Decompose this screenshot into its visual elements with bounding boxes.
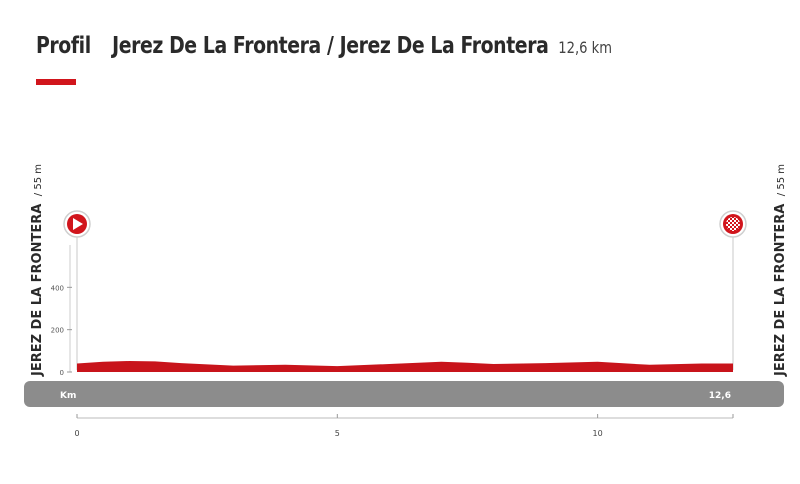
x-tick-label: 10	[593, 429, 603, 438]
profil-label: Profil	[36, 33, 91, 59]
finish-location-label: JEREZ DE LA FRONTERA / 55 m	[773, 164, 788, 377]
km-axis-band	[24, 381, 784, 407]
x-tick-label: 0	[74, 429, 79, 438]
start-location-label: JEREZ DE LA FRONTERA / 55 m	[30, 164, 45, 377]
route-distance: 12,6 km	[558, 38, 613, 57]
x-axis: 0 5 10	[74, 414, 734, 438]
finish-checkered-icon	[719, 210, 747, 238]
y-axis: 0 200 400	[51, 245, 72, 377]
x-tick-label: 5	[335, 429, 340, 438]
y-tick-label: 200	[51, 327, 64, 335]
km-axis-label: Km	[60, 391, 76, 401]
end-km-label: 12,6	[709, 391, 731, 401]
chart-header: Profil Jerez De La Frontera / Jerez De L…	[36, 33, 612, 59]
start-play-icon	[63, 210, 91, 238]
header-accent-bar	[36, 79, 76, 85]
start-location-name: JEREZ DE LA FRONTERA	[30, 204, 45, 377]
route-title: Jerez De La Frontera / Jerez De La Front…	[112, 33, 549, 59]
elevation-profile-area	[77, 361, 733, 372]
y-tick-label: 400	[51, 284, 64, 292]
y-tick-label: 0	[60, 369, 64, 377]
finish-location-elevation: / 55 m	[776, 164, 787, 196]
finish-location-name: JEREZ DE LA FRONTERA	[773, 204, 788, 377]
start-location-elevation: / 55 m	[33, 164, 44, 196]
